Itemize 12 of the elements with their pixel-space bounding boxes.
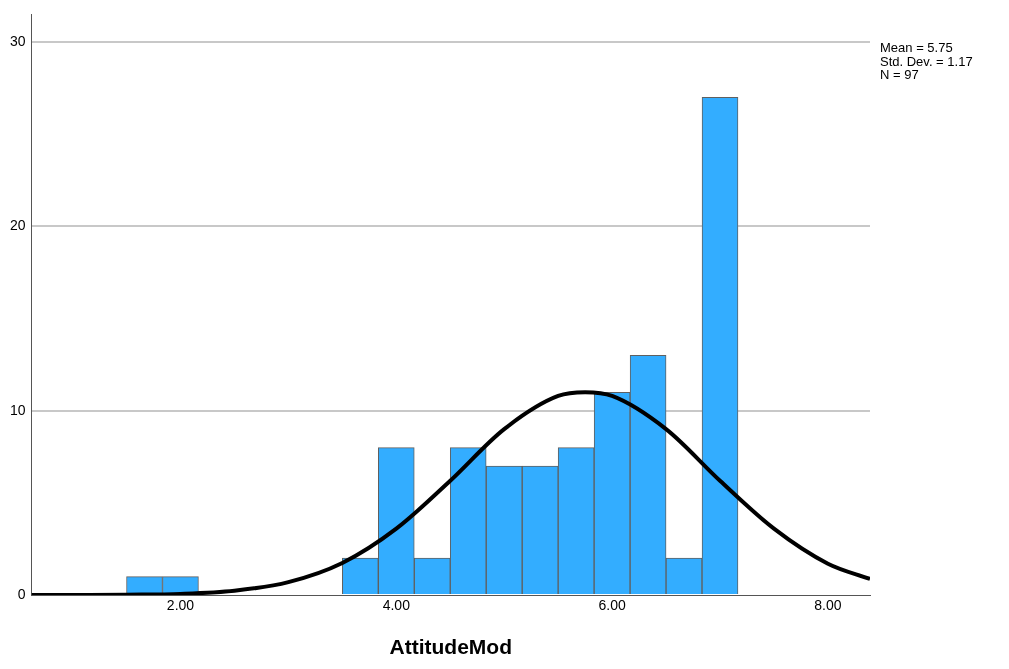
text: Mean = 5.75	[880, 40, 953, 56]
x-tick-label: 6.00	[598, 597, 626, 614]
x-tick-label: 4.00	[382, 597, 411, 614]
y-tick-label: 0	[17, 585, 26, 602]
text: N = 97	[880, 67, 919, 83]
y-tick-label: 20	[9, 217, 26, 234]
text: Std. Dev. = 1.17	[880, 53, 973, 69]
x-tick-label: 2.00	[166, 597, 195, 614]
x-tick-label: 8.00	[814, 597, 842, 614]
y-tick-label: 30	[9, 32, 26, 49]
y-tick-label: 10	[9, 401, 26, 418]
x-axis-title: AttitudeMod	[389, 635, 513, 659]
